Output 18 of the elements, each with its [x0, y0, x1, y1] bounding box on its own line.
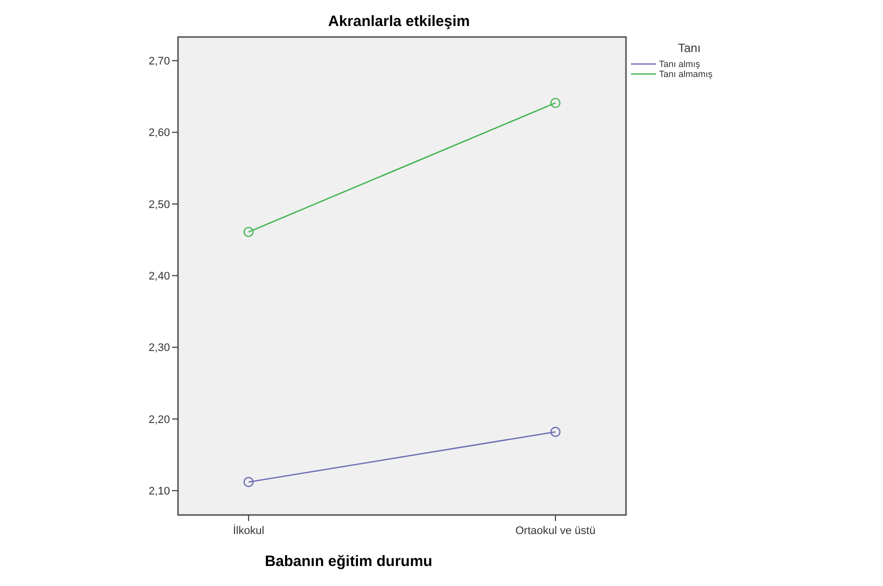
y-tick-label: 2,70 [148, 56, 170, 68]
y-tick-label: 2,30 [148, 342, 170, 354]
legend-title: Tanı [678, 41, 701, 55]
chart-title: Akranlarla etkileşim [328, 13, 470, 30]
legend-label: Tanı almış [659, 59, 701, 70]
y-tick-label: 2,20 [148, 414, 170, 426]
y-tick-label: 2,60 [148, 127, 170, 140]
point [243, 476, 254, 488]
x-axis-title: Babanın eğitim durumu [264, 553, 432, 570]
point [550, 98, 561, 108]
y-tick-label: 2,50 [148, 198, 170, 211]
x-tick-label: İlkokul [232, 524, 264, 537]
point [243, 226, 254, 238]
legend-label: Tanı almamış [659, 69, 714, 80]
point [550, 426, 561, 437]
y-tick-label: 2,40 [148, 270, 170, 282]
x-tick-label: Ortaokul ve üstü [515, 525, 596, 537]
y-tick-label: 2,10 [148, 485, 170, 498]
